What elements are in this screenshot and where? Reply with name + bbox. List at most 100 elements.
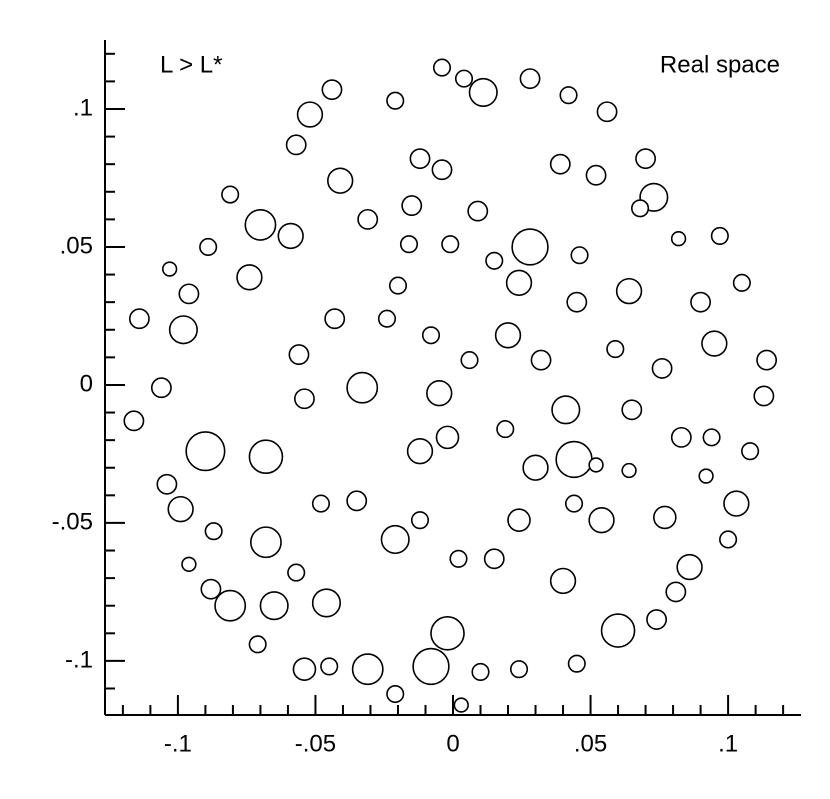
x-tick-label: 0	[446, 730, 459, 757]
bubble	[399, 235, 419, 254]
bubble	[467, 200, 489, 222]
bubble	[702, 428, 721, 447]
bubble	[460, 351, 479, 370]
bubble	[346, 490, 368, 512]
bubble	[588, 457, 604, 473]
bubble	[248, 439, 284, 475]
bubble	[320, 657, 339, 676]
bubble	[606, 340, 625, 359]
bubble	[509, 660, 529, 679]
bubble	[285, 134, 307, 156]
bubble	[719, 530, 738, 549]
bubble	[410, 511, 430, 530]
bubble	[559, 86, 578, 105]
bubble	[690, 291, 712, 313]
bubble	[723, 490, 750, 517]
bubble	[311, 588, 342, 618]
bubble	[346, 371, 379, 404]
bubble	[357, 208, 379, 230]
bubble	[676, 553, 703, 581]
bubble	[123, 410, 145, 432]
bubble	[596, 101, 618, 123]
annotation: Real space	[660, 51, 780, 78]
bubble	[665, 581, 687, 603]
bubble	[296, 101, 324, 128]
bubble	[615, 277, 643, 305]
bubble	[485, 251, 504, 270]
bubble	[287, 563, 306, 582]
bubble	[454, 69, 474, 88]
bubble	[564, 494, 584, 513]
bubble	[406, 438, 434, 465]
x-tick-label: .1	[718, 730, 738, 757]
bubble	[178, 283, 200, 305]
x-tick-label: .05	[574, 730, 607, 757]
bubble	[483, 548, 505, 570]
bubble	[321, 79, 343, 101]
bubble	[214, 589, 247, 622]
bubble	[388, 276, 408, 295]
bubble	[412, 647, 450, 686]
bubble	[588, 506, 615, 534]
bubble	[259, 591, 289, 621]
x-tick-label: -.1	[164, 730, 192, 757]
bubble	[551, 395, 581, 425]
bubble	[646, 609, 668, 630]
bubble	[653, 505, 677, 530]
bubble	[701, 330, 728, 357]
bubble	[471, 662, 490, 682]
bubble	[600, 613, 636, 648]
bubble	[732, 273, 751, 292]
bubble	[753, 385, 775, 407]
bubble	[670, 231, 687, 247]
bubble	[426, 380, 453, 407]
bubble	[161, 261, 178, 277]
bubble	[631, 199, 650, 218]
bubble	[505, 269, 533, 297]
bubble	[511, 228, 549, 266]
bubble	[468, 77, 498, 107]
bubble	[635, 148, 656, 170]
bubble	[311, 494, 331, 513]
bubble	[494, 322, 522, 349]
bubble	[453, 697, 469, 713]
annotation: L > L*	[160, 51, 223, 78]
bubble	[441, 235, 460, 254]
bubble	[698, 468, 714, 484]
bubble	[324, 308, 346, 330]
bubble	[421, 326, 441, 345]
bubble	[570, 246, 589, 265]
bubble	[128, 308, 150, 330]
bubble	[519, 68, 541, 90]
bubble	[522, 454, 549, 481]
bubble	[292, 657, 317, 681]
bubble	[549, 567, 577, 595]
bubble	[621, 462, 637, 479]
bubble	[585, 164, 607, 186]
bubble	[530, 349, 552, 371]
bubble	[386, 684, 405, 704]
bubble	[430, 616, 465, 651]
bubble	[204, 522, 223, 541]
bubble	[401, 195, 423, 217]
bubble	[250, 526, 282, 559]
bubble	[386, 91, 405, 110]
bubble	[200, 578, 222, 600]
bubble	[567, 654, 586, 673]
bubble	[651, 357, 673, 379]
bubble	[449, 549, 468, 568]
bubble	[156, 473, 178, 495]
bubble	[277, 222, 304, 250]
bubble	[181, 556, 197, 573]
bubble	[566, 291, 588, 313]
y-tick-label: 0	[80, 370, 93, 397]
bubble	[377, 309, 397, 328]
bubble	[327, 167, 354, 194]
y-tick-label: .05	[60, 232, 93, 259]
x-tick-label: -.05	[295, 730, 336, 757]
bubble	[431, 159, 453, 181]
y-tick-label: -.1	[65, 646, 93, 673]
bubble	[294, 388, 315, 410]
bubble	[168, 315, 198, 345]
